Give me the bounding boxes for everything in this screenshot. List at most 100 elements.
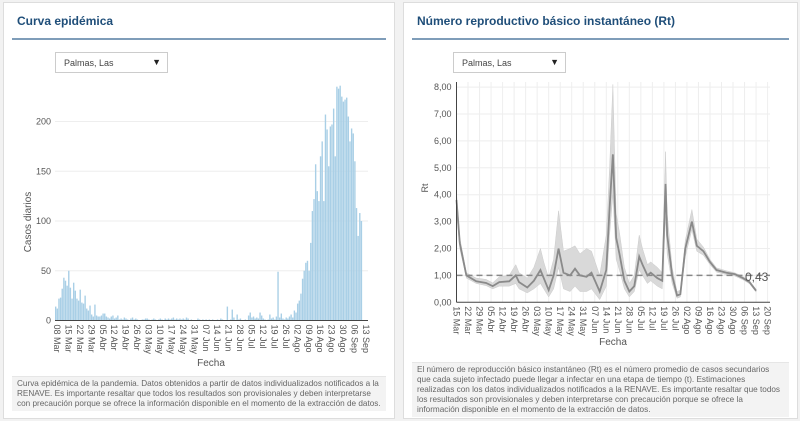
- panel-title: Número reproductivo básico instantáneo (…: [417, 14, 676, 28]
- x-tick-label: 05 Jul: [247, 325, 257, 349]
- x-tick-label: 14 Jun: [212, 325, 222, 352]
- x-tick-label: 26 Jul: [670, 306, 680, 330]
- x-tick-label: 28 Jun: [624, 306, 634, 333]
- bar: [125, 318, 127, 321]
- bar: [87, 310, 90, 321]
- bar: [63, 277, 65, 321]
- bar: [112, 315, 114, 321]
- bar: [332, 108, 335, 321]
- bar: [104, 313, 106, 321]
- x-tick-label: 15 Mar: [63, 325, 73, 353]
- bar: [331, 124, 333, 321]
- bar: [239, 318, 242, 321]
- bar: [290, 314, 292, 321]
- bar: [120, 318, 122, 321]
- bar: [357, 235, 359, 321]
- bar: [61, 288, 63, 321]
- y-tick-label: 1,00: [434, 270, 452, 280]
- bar: [102, 313, 104, 321]
- bar: [182, 318, 184, 321]
- caret-down-icon: ▼: [152, 57, 161, 67]
- y-tick-label: 0,00: [434, 297, 452, 307]
- x-tick-label: 12 Abr: [498, 306, 508, 332]
- y-tick-label: 0: [46, 316, 51, 326]
- x-tick-label: 19 Abr: [509, 306, 519, 332]
- last-value-label: 0,43: [745, 270, 769, 284]
- x-tick-label: 09 Ago: [693, 306, 703, 334]
- bar: [344, 99, 346, 321]
- bar: [130, 318, 132, 321]
- x-tick-label: 19 Jul: [659, 306, 669, 330]
- title-divider: [12, 38, 386, 40]
- x-tick-label: 05 Abr: [486, 306, 496, 332]
- x-tick-label: 02 Ago: [682, 306, 692, 334]
- bar: [86, 308, 88, 321]
- bar: [84, 295, 86, 321]
- bar: [324, 114, 327, 321]
- bar: [262, 318, 265, 321]
- x-tick-label: 31 May: [189, 325, 199, 355]
- x-tick-label: 17 May: [166, 325, 176, 355]
- bar: [278, 317, 281, 321]
- bar: [66, 285, 68, 321]
- bar: [99, 316, 101, 321]
- bar: [59, 297, 62, 321]
- x-tick-label: 13 Sep: [361, 325, 371, 354]
- bar: [342, 101, 345, 321]
- bar: [144, 318, 147, 321]
- y-axis-title: Rt: [420, 183, 430, 192]
- bar: [77, 300, 80, 321]
- bar: [69, 287, 72, 321]
- selected-value: Palmas, Las: [462, 58, 512, 68]
- x-tick-label: 09 Ago: [304, 325, 314, 353]
- x-tick-label: 19 Abr: [121, 325, 131, 351]
- x-tick-label: 05 Abr: [98, 325, 108, 351]
- bar: [233, 317, 235, 321]
- x-tick-label: 10 May: [155, 325, 165, 355]
- bar: [108, 318, 111, 321]
- bar: [220, 318, 222, 321]
- bar: [110, 316, 112, 321]
- province-select[interactable]: Palmas, Las ▼: [453, 52, 566, 73]
- bar: [231, 309, 233, 321]
- bar: [123, 317, 126, 321]
- x-tick-label: 29 Mar: [475, 306, 485, 334]
- bar: [113, 318, 116, 321]
- bar: [305, 262, 307, 321]
- bar: [334, 156, 336, 321]
- bar: [254, 318, 256, 321]
- x-tick-label: 12 Jul: [258, 325, 268, 349]
- bar: [287, 318, 289, 321]
- bar: [310, 242, 312, 321]
- bar: [252, 316, 255, 321]
- y-tick-label: 7,00: [434, 109, 452, 119]
- bar: [89, 305, 91, 321]
- x-tick-label: 30 Ago: [728, 306, 738, 334]
- rt-line: [455, 154, 757, 297]
- y-tick-label: 5,00: [434, 163, 452, 173]
- x-tick-label: 15 Mar: [452, 306, 462, 334]
- x-tick-label: 19 Jul: [269, 325, 279, 349]
- bar: [76, 298, 78, 321]
- bar: [300, 293, 302, 321]
- x-tick-label: 03 May: [144, 325, 154, 355]
- bar: [71, 298, 73, 321]
- x-tick-label: 26 Jul: [281, 325, 291, 349]
- bar: [295, 312, 297, 321]
- x-tick-label: 26 Abr: [132, 325, 142, 351]
- bar: [146, 318, 148, 321]
- x-tick-label: 26 Abr: [521, 306, 531, 332]
- bar: [303, 270, 305, 321]
- bar: [68, 270, 70, 321]
- bar: [100, 315, 103, 321]
- bar: [131, 317, 134, 321]
- province-select[interactable]: Palmas, Las ▼: [55, 52, 168, 73]
- bar: [321, 141, 323, 321]
- bar: [349, 141, 351, 321]
- bar: [115, 317, 117, 321]
- y-tick-label: 100: [36, 216, 51, 226]
- bar: [352, 133, 354, 321]
- bar: [293, 310, 296, 321]
- bar: [319, 156, 322, 321]
